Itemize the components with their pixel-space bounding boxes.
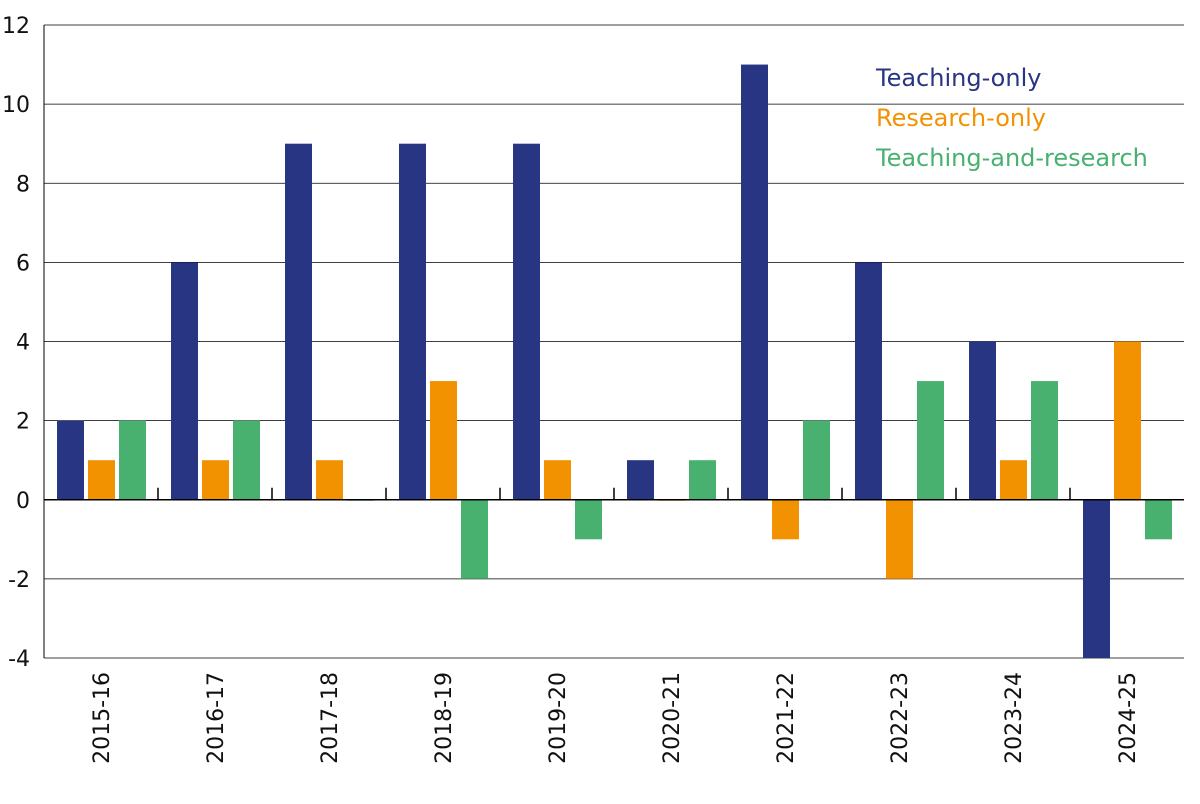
bar-teaching-only-2015-16 (57, 420, 84, 500)
bar-teaching-only-2024-25 (1083, 499, 1110, 658)
bar-research-only-2022-23 (886, 499, 913, 579)
bar-teaching-and-research-2020-21 (689, 460, 716, 500)
bar-research-only-2021-22 (772, 499, 799, 540)
bar-teaching-only-2017-18 (285, 143, 312, 500)
x-tick-label: 2021-22 (774, 672, 799, 764)
x-tick-label: 2024-25 (1116, 672, 1141, 764)
legend-entry: Teaching-only (875, 64, 1041, 92)
bar-teaching-and-research-2019-20 (575, 499, 602, 540)
y-tick-label: 10 (2, 93, 30, 118)
bar-teaching-only-2021-22 (741, 64, 768, 500)
bar-research-only-2024-25 (1114, 341, 1141, 500)
x-tick-label: 2017-18 (318, 672, 343, 764)
bar-research-only-2023-24 (1000, 460, 1027, 500)
y-tick-label: -2 (8, 568, 30, 593)
bar-teaching-and-research-2015-16 (119, 420, 146, 500)
bar-teaching-only-2023-24 (969, 341, 996, 500)
bar-teaching-and-research-2022-23 (917, 381, 944, 500)
y-tick-label: 8 (16, 172, 30, 197)
bar-teaching-and-research-2018-19 (461, 499, 488, 579)
y-tick-label: 12 (2, 14, 30, 39)
bar-teaching-only-2020-21 (627, 460, 654, 500)
bar-teaching-and-research-2016-17 (233, 420, 260, 500)
x-tick-label: 2016-17 (204, 672, 229, 764)
x-tick-label: 2022-23 (888, 672, 913, 764)
legend-entry: Research-only (876, 104, 1046, 132)
y-tick-label: 6 (16, 251, 30, 276)
bar-teaching-and-research-2021-22 (803, 420, 830, 500)
bar-research-only-2018-19 (430, 381, 457, 500)
legend-entry: Teaching-and-research (875, 144, 1148, 172)
bar-research-only-2015-16 (88, 460, 115, 500)
bar-research-only-2019-20 (544, 460, 571, 500)
y-tick-label: 0 (16, 489, 30, 514)
bar-research-only-2016-17 (202, 460, 229, 500)
bar-teaching-only-2019-20 (513, 143, 540, 500)
bar-teaching-and-research-2023-24 (1031, 381, 1058, 500)
bar-teaching-only-2018-19 (399, 143, 426, 500)
y-tick-label: -4 (8, 647, 30, 672)
x-tick-label: 2020-21 (660, 672, 685, 764)
bar-teaching-only-2022-23 (855, 262, 882, 500)
x-tick-label: 2019-20 (546, 672, 571, 764)
y-tick-label: 2 (16, 410, 30, 435)
bar-research-only-2017-18 (316, 460, 343, 500)
x-tick-label: 2015-16 (90, 672, 115, 764)
bar-teaching-and-research-2024-25 (1145, 499, 1172, 540)
x-tick-label: 2023-24 (1002, 672, 1027, 764)
x-tick-label: 2018-19 (432, 672, 457, 764)
bar-teaching-only-2016-17 (171, 262, 198, 500)
y-tick-label: 4 (16, 331, 30, 356)
